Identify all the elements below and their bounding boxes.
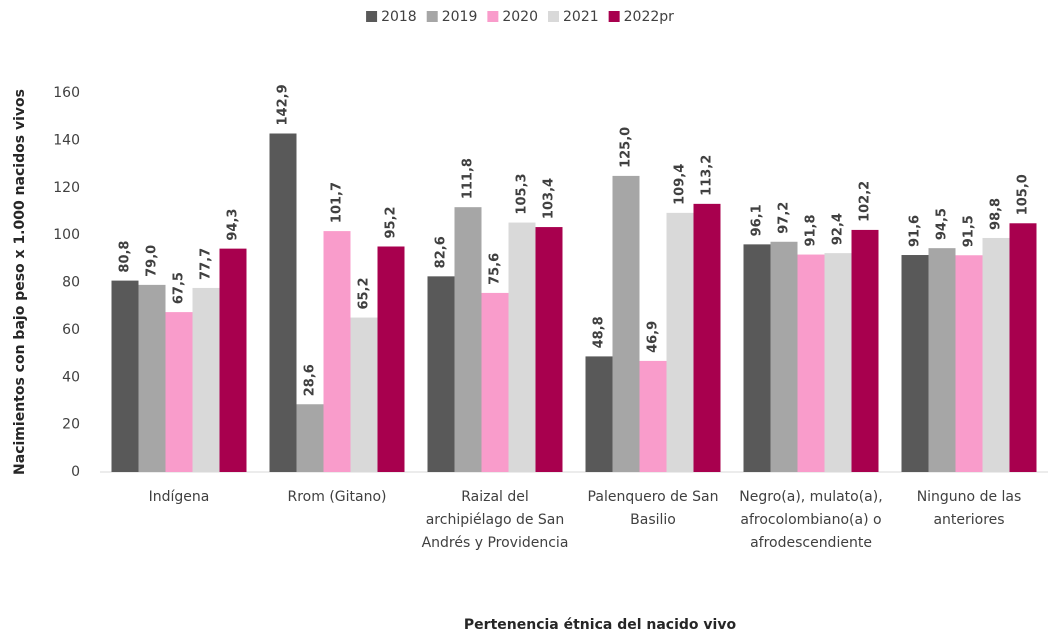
data-label: 102,2 bbox=[858, 181, 873, 222]
bar bbox=[928, 248, 956, 472]
data-label: 109,4 bbox=[673, 164, 688, 205]
data-label: 46,9 bbox=[646, 321, 661, 353]
bar bbox=[427, 276, 455, 472]
bar bbox=[481, 292, 509, 472]
legend-label: 2021 bbox=[563, 9, 599, 25]
y-tick-label: 60 bbox=[62, 322, 80, 338]
data-label: 94,5 bbox=[935, 208, 950, 240]
legend-label: 2020 bbox=[502, 9, 538, 25]
bar bbox=[377, 246, 405, 472]
y-tick-label: 0 bbox=[71, 464, 80, 480]
legend-label: 2018 bbox=[381, 9, 417, 25]
y-tick-label: 120 bbox=[53, 180, 80, 196]
bar bbox=[770, 241, 798, 472]
legend-label: 2019 bbox=[442, 9, 478, 25]
y-tick-label: 160 bbox=[53, 85, 80, 101]
bar bbox=[138, 284, 166, 472]
bar bbox=[350, 317, 378, 472]
y-tick-label: 140 bbox=[53, 132, 80, 148]
bar bbox=[454, 207, 482, 472]
bar bbox=[585, 356, 613, 472]
bar bbox=[508, 222, 536, 472]
bar bbox=[165, 312, 193, 472]
data-label: 125,0 bbox=[619, 127, 634, 168]
data-label: 111,8 bbox=[461, 158, 476, 199]
legend-swatch bbox=[548, 11, 559, 22]
bar bbox=[1009, 223, 1037, 472]
legend-swatch bbox=[608, 11, 620, 22]
bar bbox=[901, 255, 929, 472]
data-label: 105,3 bbox=[515, 173, 530, 214]
data-label: 91,6 bbox=[908, 215, 923, 247]
data-label: 103,4 bbox=[542, 178, 557, 219]
bar bbox=[192, 287, 220, 472]
bar bbox=[535, 227, 563, 472]
x-tick-label: Rrom (Gitano) bbox=[288, 489, 387, 505]
data-label: 96,1 bbox=[750, 204, 765, 236]
data-label: 113,2 bbox=[700, 155, 715, 196]
data-label: 82,6 bbox=[434, 236, 449, 268]
data-label: 91,5 bbox=[962, 215, 977, 247]
y-tick-label: 40 bbox=[62, 369, 80, 385]
x-axis-label: Pertenencia étnica del nacido vivo bbox=[464, 617, 737, 633]
data-label: 75,6 bbox=[488, 253, 503, 285]
bar bbox=[219, 248, 247, 472]
bar bbox=[612, 175, 640, 472]
bar bbox=[323, 231, 351, 472]
bar bbox=[111, 280, 139, 472]
data-label: 92,4 bbox=[831, 213, 846, 245]
data-label: 98,8 bbox=[989, 198, 1004, 230]
data-label: 65,2 bbox=[357, 277, 372, 309]
bar bbox=[666, 212, 694, 472]
x-tick-label: Palenquero de San Basilio bbox=[588, 489, 719, 528]
x-tick-label: Ninguno de las anteriores bbox=[917, 489, 1022, 528]
data-label: 80,8 bbox=[118, 241, 133, 273]
bar bbox=[824, 253, 852, 472]
x-tick-label: Raizal del archipiélago de San Andrés y Pr… bbox=[422, 489, 569, 551]
legend-swatch bbox=[366, 11, 378, 22]
data-label: 67,5 bbox=[172, 272, 187, 304]
data-label: 142,9 bbox=[276, 84, 291, 125]
bar bbox=[269, 133, 297, 473]
bar bbox=[743, 244, 771, 472]
bar bbox=[955, 255, 983, 472]
x-tick-label: Indígena bbox=[149, 489, 210, 505]
data-label: 48,8 bbox=[592, 316, 607, 348]
legend-swatch bbox=[426, 11, 438, 22]
legend-label: 2022pr bbox=[624, 9, 675, 25]
bar bbox=[982, 237, 1010, 472]
bar bbox=[639, 360, 667, 472]
bar bbox=[296, 404, 324, 472]
data-label: 28,6 bbox=[303, 364, 318, 396]
bar bbox=[797, 254, 825, 472]
data-label: 94,3 bbox=[226, 209, 241, 241]
y-tick-label: 20 bbox=[62, 417, 80, 433]
y-tick-label: 100 bbox=[53, 227, 80, 243]
data-label: 105,0 bbox=[1016, 174, 1031, 215]
data-label: 95,2 bbox=[384, 206, 399, 238]
y-tick-label: 80 bbox=[62, 275, 80, 291]
data-label: 79,0 bbox=[145, 245, 160, 277]
y-axis-label: Nacimientos con bajo peso x 1.000 nacido… bbox=[12, 89, 28, 475]
bar bbox=[693, 203, 721, 473]
bar bbox=[851, 229, 879, 472]
legend-swatch bbox=[487, 11, 499, 22]
data-label: 101,7 bbox=[330, 182, 345, 223]
data-label: 97,2 bbox=[777, 202, 792, 234]
data-label: 77,7 bbox=[199, 248, 214, 280]
data-label: 91,8 bbox=[804, 214, 819, 246]
